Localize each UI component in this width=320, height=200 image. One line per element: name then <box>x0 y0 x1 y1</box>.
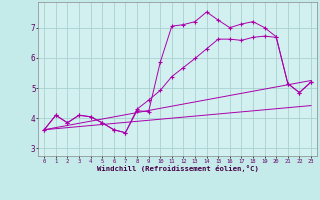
X-axis label: Windchill (Refroidissement éolien,°C): Windchill (Refroidissement éolien,°C) <box>97 165 259 172</box>
